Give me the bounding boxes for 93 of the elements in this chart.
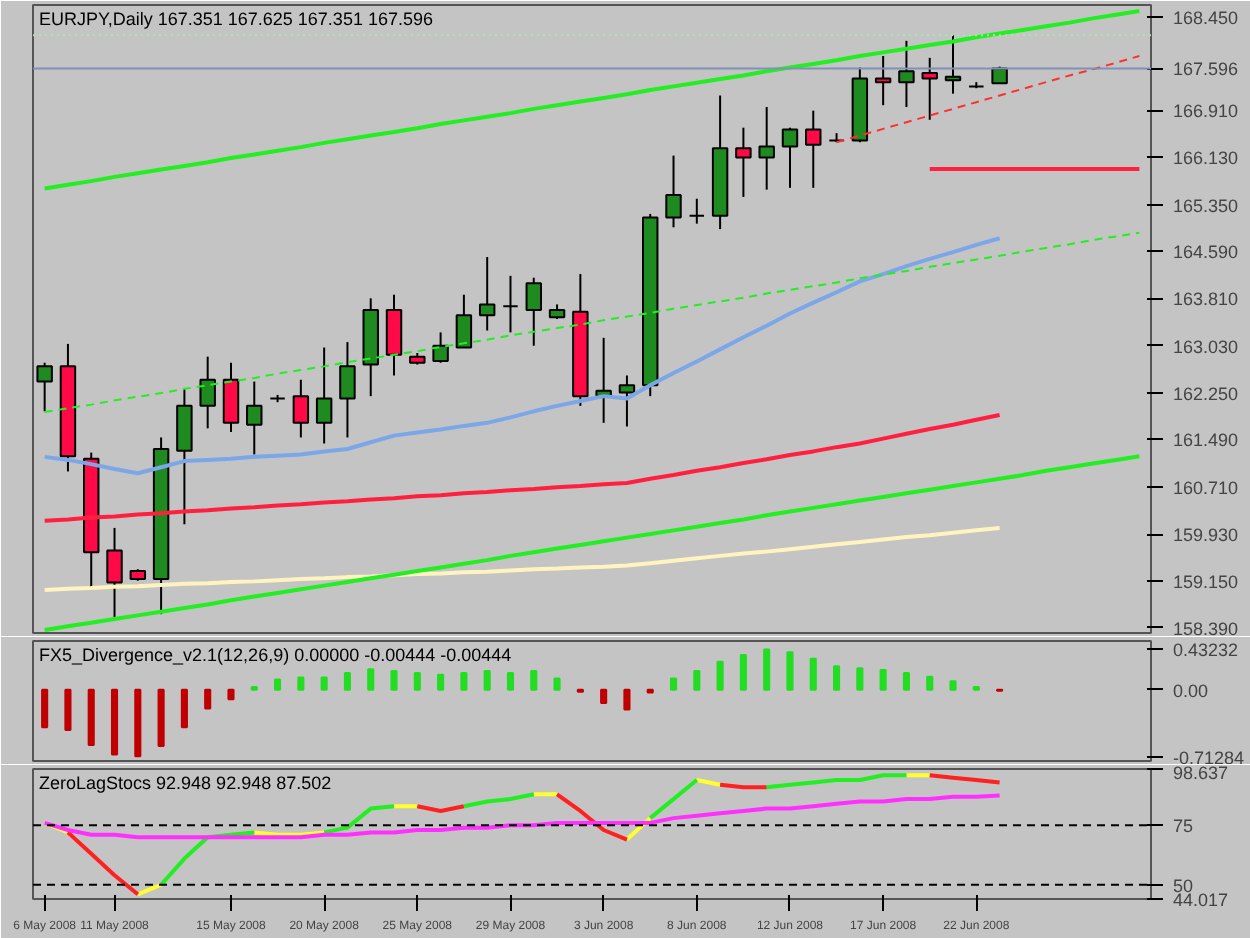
candlestick xyxy=(735,126,752,198)
line-series xyxy=(42,793,1002,840)
bar xyxy=(390,670,398,691)
bar xyxy=(506,671,515,691)
y-tick-label: 163.030 xyxy=(1173,336,1239,357)
bar xyxy=(180,688,188,729)
candlestick xyxy=(222,361,240,433)
y-tick-label: 159.150 xyxy=(1173,572,1239,593)
y-tick-label: 50 xyxy=(1173,875,1194,896)
bar xyxy=(460,671,468,691)
candlestick xyxy=(525,276,542,347)
candlestick xyxy=(176,387,193,526)
bar xyxy=(763,648,771,691)
bar xyxy=(437,673,445,691)
line-series xyxy=(42,412,1002,523)
bar xyxy=(786,651,794,691)
bar xyxy=(110,688,119,756)
line-series xyxy=(42,236,1002,476)
bar xyxy=(41,688,49,729)
chart-title: EURJPY,Daily 167.351 167.625 167.351 167.596 xyxy=(39,9,433,29)
bar xyxy=(204,688,212,710)
y-tick-label: 98.637 xyxy=(1173,763,1229,783)
y-tick-label: 161.490 xyxy=(1173,430,1239,451)
bar xyxy=(716,660,724,691)
y-tick-label: 166.130 xyxy=(1173,148,1239,169)
line-series xyxy=(42,9,1142,191)
bar xyxy=(926,675,934,691)
bar xyxy=(530,670,538,691)
candlestick xyxy=(385,293,403,377)
candlestick xyxy=(432,331,449,364)
candlestick xyxy=(36,361,53,413)
bar xyxy=(693,670,701,691)
bar xyxy=(879,669,887,691)
bar xyxy=(809,657,817,691)
bar xyxy=(949,680,957,691)
y-tick-label: 0.00 xyxy=(1173,680,1209,701)
bar xyxy=(833,665,841,691)
candlestick xyxy=(502,274,519,334)
candlestick xyxy=(246,380,263,456)
candlestick xyxy=(898,39,915,109)
candlestick xyxy=(339,341,356,439)
candlestick xyxy=(944,34,962,95)
bar xyxy=(274,678,282,691)
candlestick xyxy=(618,374,636,428)
chart-title: ZeroLagStocs 92.948 92.948 87.502 xyxy=(39,773,332,793)
bar xyxy=(64,688,72,732)
candlestick xyxy=(874,55,892,107)
y-tick-label: 162.250 xyxy=(1173,384,1239,405)
y-tick-label: 158.390 xyxy=(1173,618,1239,639)
bar xyxy=(856,667,864,691)
candlestick xyxy=(478,256,496,332)
y-tick-label: 163.810 xyxy=(1173,289,1239,310)
bar xyxy=(343,671,351,691)
candlestick xyxy=(781,126,799,189)
bar xyxy=(157,688,165,747)
candlestick xyxy=(455,293,473,349)
bar xyxy=(87,688,95,747)
bar xyxy=(902,671,910,691)
y-tick-label: 165.350 xyxy=(1173,195,1239,216)
y-tick-label: 160.710 xyxy=(1173,477,1239,498)
candlestick xyxy=(106,526,123,620)
y-tick-label: 168.450 xyxy=(1173,7,1239,28)
bar xyxy=(134,688,142,758)
ref-line-label: 167.596 xyxy=(1173,59,1239,80)
bar xyxy=(320,676,328,691)
candlestick xyxy=(665,154,682,229)
candlestick xyxy=(199,355,216,430)
bar xyxy=(367,668,375,691)
candlestick xyxy=(758,106,775,191)
bar xyxy=(553,677,561,691)
bar xyxy=(413,671,421,691)
chart-title: FX5_Divergence_v2.1(12,26,9) 0.00000 -0.00444 -0.00444 xyxy=(39,645,512,665)
bar xyxy=(739,654,747,691)
y-tick-label: -0.71284 xyxy=(1173,747,1245,768)
y-tick-label: 166.910 xyxy=(1173,101,1239,122)
line-series xyxy=(42,454,1142,632)
candlestick xyxy=(292,378,310,439)
y-tick-label: 164.590 xyxy=(1173,241,1239,262)
candlestick xyxy=(805,109,822,189)
bar xyxy=(483,670,491,691)
bar xyxy=(669,677,678,691)
candlestick xyxy=(315,346,333,445)
y-tick-label: 0.43232 xyxy=(1173,640,1239,661)
bar xyxy=(623,688,631,711)
y-tick-label: 44.017 xyxy=(1173,890,1229,910)
bar xyxy=(600,688,608,704)
bar xyxy=(297,676,305,691)
line-series xyxy=(42,525,1002,592)
bar xyxy=(227,688,235,701)
y-tick-label: 159.930 xyxy=(1173,525,1239,545)
candlestick xyxy=(688,197,706,225)
candlestick xyxy=(921,56,938,121)
y-tick-label: 75 xyxy=(1173,816,1194,837)
